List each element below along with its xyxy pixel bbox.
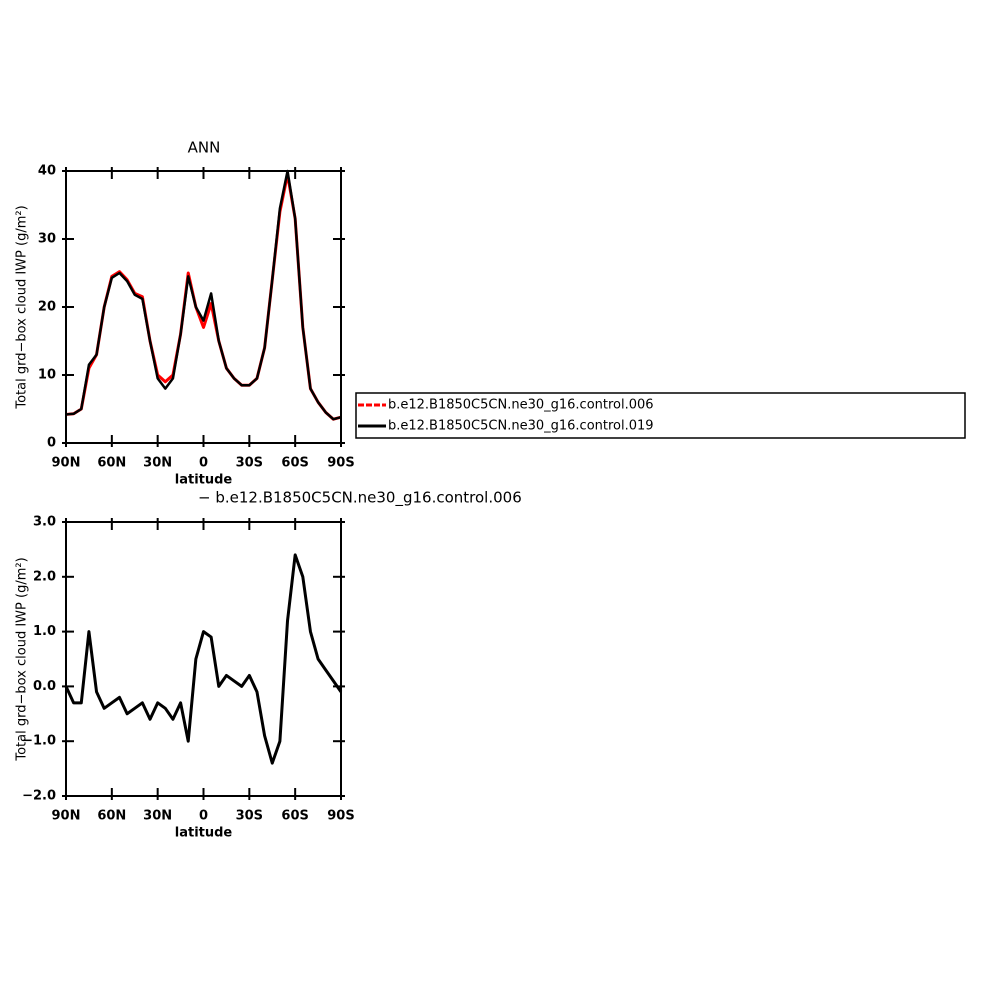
x-tick-label: 30N — [143, 809, 172, 824]
y-tick-label: 3.0 — [33, 515, 56, 530]
y-tick-label: 1.0 — [33, 624, 56, 639]
data-line — [65, 169, 342, 421]
x-tick-label: 90N — [52, 456, 81, 471]
y-tick-label: 30 — [38, 232, 56, 247]
x-axis-label: latitude — [175, 473, 233, 488]
y-axis-label: Total grd−box cloud IWP (g/m²) — [15, 557, 30, 761]
x-axis-label: latitude — [175, 826, 233, 841]
legend-label: b.e12.B1850C5CN.ne30_g16.control.006 — [388, 398, 654, 413]
x-tick-label: 60S — [281, 456, 308, 471]
y-tick-label: −2.0 — [22, 789, 56, 804]
y-axis-label: Total grd−box cloud IWP (g/m²) — [15, 205, 30, 409]
y-tick-label: 40 — [38, 164, 56, 179]
x-tick-label: 60S — [281, 809, 308, 824]
y-tick-label: 0 — [47, 436, 56, 451]
legend-label: b.e12.B1850C5CN.ne30_g16.control.019 — [388, 419, 654, 434]
x-tick-label: 90S — [327, 456, 354, 471]
chart-title: − b.e12.B1850C5CN.ne30_g16.control.006 — [198, 489, 522, 508]
x-tick-label: 0 — [199, 809, 208, 824]
y-tick-label: 10 — [38, 368, 56, 383]
plot-frame — [65, 170, 342, 444]
x-tick-label: 90S — [327, 809, 354, 824]
x-tick-label: 90N — [52, 809, 81, 824]
legend-box — [355, 392, 966, 439]
chart-title: ANN — [188, 139, 221, 157]
data-line — [64, 553, 343, 765]
y-tick-label: 0.0 — [33, 679, 56, 694]
y-tick-label: 2.0 — [33, 569, 56, 584]
y-tick-label: −1.0 — [22, 734, 56, 749]
x-tick-label: 30N — [143, 456, 172, 471]
x-tick-label: 60N — [97, 809, 126, 824]
plot-frame — [65, 521, 342, 797]
x-tick-label: 0 — [199, 456, 208, 471]
x-tick-label: 30S — [236, 456, 263, 471]
y-tick-label: 20 — [38, 300, 56, 315]
x-tick-label: 30S — [236, 809, 263, 824]
x-tick-label: 60N — [97, 456, 126, 471]
